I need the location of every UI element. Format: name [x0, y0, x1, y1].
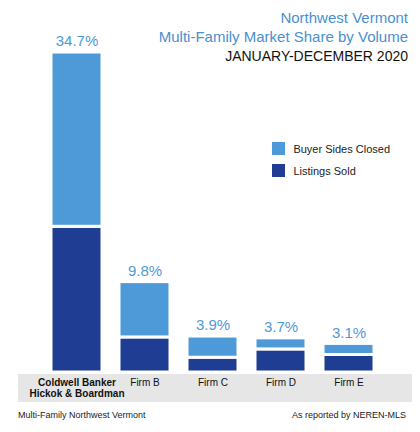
html-text:Listings Sold: Listings Sold	[293, 164, 356, 177]
svg-text:Firm E: Firm E	[334, 377, 364, 388]
html-text:As reported by NEREN-MLS: As reported by NEREN-MLS	[292, 410, 406, 420]
svg-text:3.1%: 3.1%	[332, 324, 366, 341]
html-text:JANUARY-DECEMBER 2020: JANUARY-DECEMBER 2020	[225, 48, 408, 64]
svg-text:Firm B: Firm B	[130, 377, 160, 388]
svg-text:Firm C: Firm C	[198, 377, 228, 388]
svg-text:34.7%: 34.7%	[56, 32, 99, 49]
html-text:Northwest Vermont Multi-Family: Northwest Vermont Multi-Family Market Sh…	[158, 9, 408, 45]
html-text:Buyer Sides Closed: Buyer Sides Closed	[293, 142, 390, 155]
svg-text:Coldwell BankerHickok & Boardm: Coldwell BankerHickok & Boardman	[29, 377, 124, 399]
svg-text:3.9%: 3.9%	[196, 316, 230, 333]
svg-text:9.8%: 9.8%	[128, 262, 162, 279]
svg-text:Firm D: Firm D	[266, 377, 296, 388]
svg-text:3.7%: 3.7%	[264, 318, 298, 335]
html-text:Multi-Family Northwest Vermont: Multi-Family Northwest Vermont	[18, 410, 146, 420]
